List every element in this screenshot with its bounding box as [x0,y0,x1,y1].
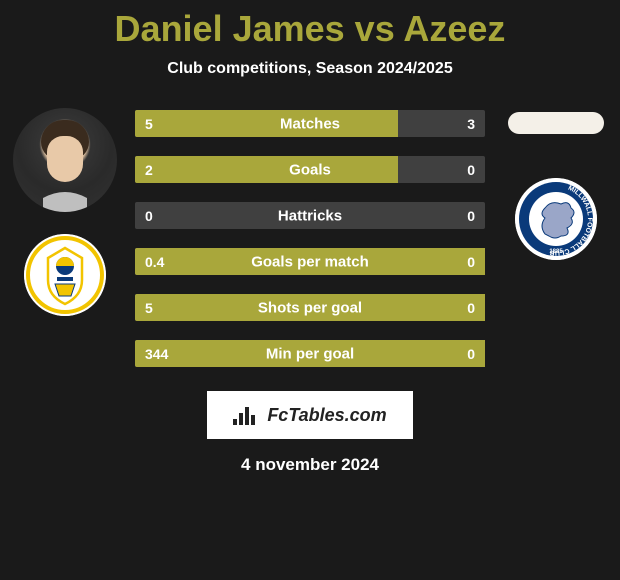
date-label: 4 november 2024 [0,455,620,475]
stat-label: Goals [289,161,331,178]
fctables-logo-icon [233,405,261,425]
stat-value-left: 5 [145,300,153,316]
player-avatar-right-placeholder [508,112,604,134]
stat-row: 5 0 Shots per goal [135,294,485,321]
stat-value-left: 0 [145,208,153,224]
stat-value-right: 0 [467,254,475,270]
millwall-crest-icon: MILLWALL FOOTBALL CLUB 1885 [515,178,597,260]
stat-value-left: 344 [145,346,168,362]
source-label: FcTables.com [267,405,386,426]
stat-row: 344 0 Min per goal [135,340,485,367]
comparison-card: Daniel James vs Azeez Club competitions,… [0,0,620,475]
stat-row: 0 0 Hattricks [135,202,485,229]
stat-value-right: 0 [467,300,475,316]
club-crest-right: MILLWALL FOOTBALL CLUB 1885 [515,178,597,260]
stat-value-right: 0 [467,162,475,178]
stat-value-left: 5 [145,116,153,132]
left-column [12,108,117,316]
player-avatar-left [13,108,117,212]
stat-label: Min per goal [266,345,354,362]
right-column: MILLWALL FOOTBALL CLUB 1885 [503,108,608,260]
bar-fill-left [135,156,398,183]
stat-label: Matches [280,115,340,132]
bar-fill-left [135,110,398,137]
svg-text:1885: 1885 [549,249,563,255]
stat-value-left: 0.4 [145,254,164,270]
source-badge: FcTables.com [207,391,413,439]
stat-label: Goals per match [251,253,369,270]
stat-value-right: 0 [467,346,475,362]
stat-row: 0.4 0 Goals per match [135,248,485,275]
stat-value-left: 2 [145,162,153,178]
face-icon [13,108,117,212]
stat-value-right: 3 [467,116,475,132]
stat-row: 5 3 Matches [135,110,485,137]
stat-row: 2 0 Goals [135,156,485,183]
stats-bars: 5 3 Matches 2 0 Goals 0 0 Hattricks 0.4 0 Goals per… [135,108,485,367]
stat-label: Shots per goal [258,299,362,316]
stat-label: Hattricks [278,207,342,224]
page-title: Daniel James vs Azeez [0,8,620,50]
club-crest-left [24,234,106,316]
subtitle: Club competitions, Season 2024/2025 [0,60,620,78]
stat-value-right: 0 [467,208,475,224]
leeds-crest-icon [24,234,106,316]
content-row: 5 3 Matches 2 0 Goals 0 0 Hattricks 0.4 0 Goals per… [0,108,620,367]
